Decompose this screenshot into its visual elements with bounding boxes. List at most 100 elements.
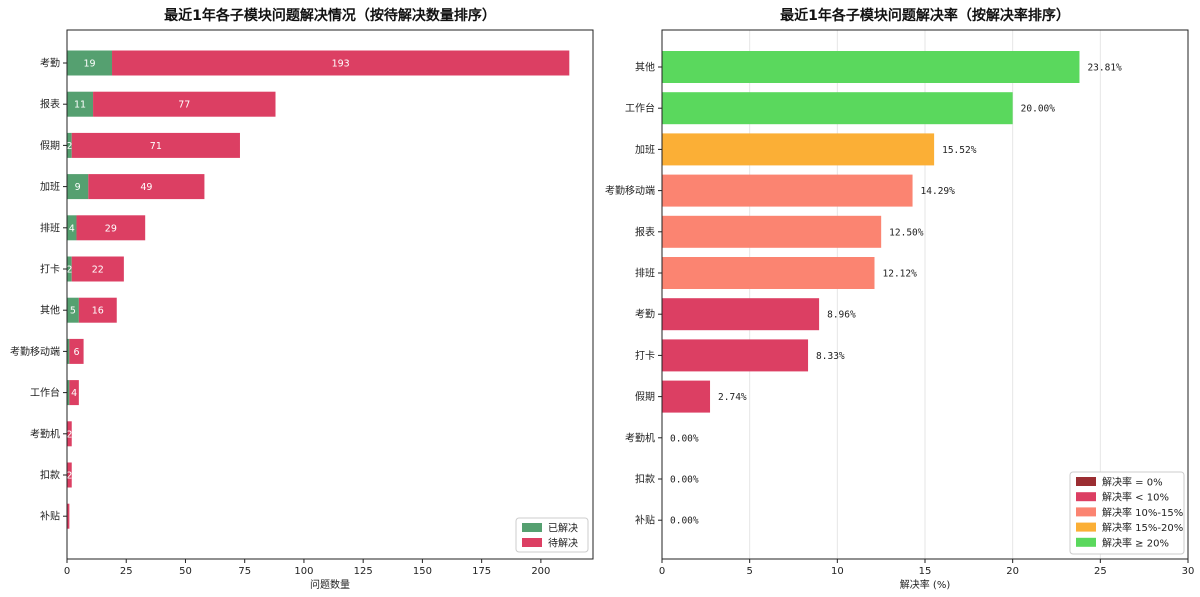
rate-label-8: 2.74% [718, 392, 747, 403]
right-legend: 解决率 = 0% 解决率 < 10% 解决率 10%-15% 解决率 15%-20% 解… [1069, 471, 1185, 555]
left-x-tick-label-7: 175 [472, 566, 491, 577]
bar-label-pending-3: 49 [140, 182, 152, 193]
bar-pending-1 [93, 91, 276, 117]
left-category-label-5: 打卡 [40, 263, 60, 276]
left-x-tick-label-0: 0 [64, 566, 70, 577]
left-category-label-4: 排班 [40, 221, 60, 234]
left-x-tick-label-5: 125 [354, 566, 373, 577]
left-legend-label-1: 待解决 [548, 537, 578, 550]
left-legend-label-0: 已解决 [548, 522, 578, 535]
left-category-label-1: 报表 [40, 98, 60, 111]
rate-bar-8 [662, 380, 711, 413]
right-legend-swatch-2 [1076, 507, 1096, 517]
rate-label-9: 0.00% [670, 433, 699, 444]
bar-label-resolved-6: 5 [70, 306, 76, 317]
rate-bar-7 [662, 339, 809, 372]
rate-label-10: 0.00% [670, 475, 699, 486]
bar-label-pending-8: 4 [71, 388, 77, 399]
left-legend-swatch-0 [522, 523, 542, 532]
bar-label-resolved-3: 9 [75, 182, 81, 193]
bar-label-pending-10: 2 [66, 471, 72, 482]
right-chart: 最近1年各子模块问题解决率（按解决率排序） 23.81% 20.00% 15.52%… [605, 7, 1194, 591]
bar-pending-3 [88, 174, 205, 200]
right-legend-label-0: 解决率 = 0% [1102, 476, 1163, 489]
bar-resolved-0 [67, 50, 113, 76]
bar-pending-4 [76, 215, 146, 241]
bar-pending-7 [69, 338, 84, 364]
bar-label-resolved-0: 19 [83, 59, 95, 70]
right-x-tick-label-6: 30 [1182, 566, 1195, 577]
rate-bar-6 [662, 298, 820, 331]
bar-label-resolved-2: 2 [66, 141, 72, 152]
right-legend-box [1069, 471, 1185, 555]
bar-label-pending-1: 77 [178, 100, 190, 111]
rate-label-11: 0.00% [670, 516, 699, 527]
rate-bar-0 [662, 51, 1080, 83]
left-category-label-10: 扣款 [40, 469, 60, 482]
left-x-tick-label-8: 200 [531, 566, 550, 577]
rate-label-1: 20.00% [1021, 104, 1056, 115]
left-axes-frame [66, 29, 594, 560]
left-x-tick-label-3: 75 [238, 566, 251, 577]
left-category-label-7: 考勤移动端 [10, 345, 60, 358]
rate-label-4: 12.50% [889, 227, 924, 238]
right-legend-label-2: 解决率 10%-15% [1102, 506, 1183, 519]
right-x-tick-label-5: 25 [1094, 566, 1107, 577]
right-legend-label-4: 解决率 ≥ 20% [1102, 536, 1169, 549]
bar-label-pending-6: 16 [92, 306, 104, 317]
right-category-label-4: 报表 [635, 225, 655, 238]
left-legend-swatch-1 [522, 538, 542, 547]
bar-label-pending-4: 29 [105, 223, 117, 234]
right-x-tick-label-2: 10 [831, 566, 844, 577]
bar-resolved-8 [67, 380, 70, 406]
right-legend-swatch-4 [1076, 537, 1096, 547]
right-category-label-10: 扣款 [635, 473, 655, 486]
bar-label-resolved-5: 2 [66, 265, 72, 276]
bar-label-pending-2: 71 [150, 141, 162, 152]
bar-pending-2 [71, 132, 240, 158]
bar-resolved-4 [67, 215, 77, 241]
left-category-label-0: 考勤 [40, 57, 60, 70]
bar-label-pending-7: 6 [73, 347, 79, 358]
rate-label-6: 8.96% [827, 310, 856, 321]
right-x-tick-label-3: 15 [919, 566, 932, 577]
right-legend-label-1: 解决率 < 10% [1102, 491, 1169, 504]
bar-resolved-5 [67, 256, 72, 282]
bar-resolved-7 [67, 338, 70, 364]
rate-bar-3 [662, 174, 913, 207]
rate-bar-2 [662, 133, 935, 166]
left-chart: 最近1年各子模块问题解决情况（按待解决数量排序） 19 193 11 77 2 71 9 49… [10, 7, 594, 591]
right-category-label-6: 考勤 [635, 308, 655, 321]
bar-label-pending-0: 193 [332, 59, 350, 70]
right-category-label-1: 工作台 [625, 102, 655, 115]
bar-pending-8 [69, 380, 79, 406]
left-category-label-11: 补贴 [40, 510, 60, 523]
right-x-tick-label-0: 0 [659, 566, 665, 577]
rate-bar-5 [662, 257, 875, 289]
bar-label-resolved-1: 11 [74, 100, 86, 111]
bar-resolved-2 [67, 132, 72, 158]
rate-bar-1 [662, 92, 1013, 125]
right-category-label-9: 考勤机 [625, 431, 655, 444]
right-category-label-0: 其他 [635, 61, 655, 74]
bar-label-pending-5: 22 [92, 265, 104, 276]
left-x-tick-label-1: 25 [120, 566, 133, 577]
rate-label-0: 23.81% [1087, 63, 1122, 74]
rate-label-3: 14.29% [921, 186, 956, 197]
bar-pending-10 [67, 462, 72, 488]
right-x-tick-label-1: 5 [746, 566, 752, 577]
bar-pending-6 [78, 297, 117, 323]
bar-label-pending-9: 2 [66, 429, 72, 440]
left-x-axis-label: 问题数量 [310, 578, 350, 591]
bar-label-resolved-4: 4 [69, 223, 75, 234]
right-legend-swatch-1 [1076, 492, 1096, 502]
bar-resolved-6 [67, 297, 79, 323]
right-category-label-7: 打卡 [635, 349, 655, 362]
rate-label-7: 8.33% [816, 351, 845, 362]
left-category-label-2: 假期 [40, 139, 60, 152]
right-chart-title: 最近1年各子模块问题解决率（按解决率排序） [780, 7, 1070, 24]
right-category-label-8: 假期 [635, 390, 655, 403]
bar-resolved-1 [67, 91, 94, 117]
